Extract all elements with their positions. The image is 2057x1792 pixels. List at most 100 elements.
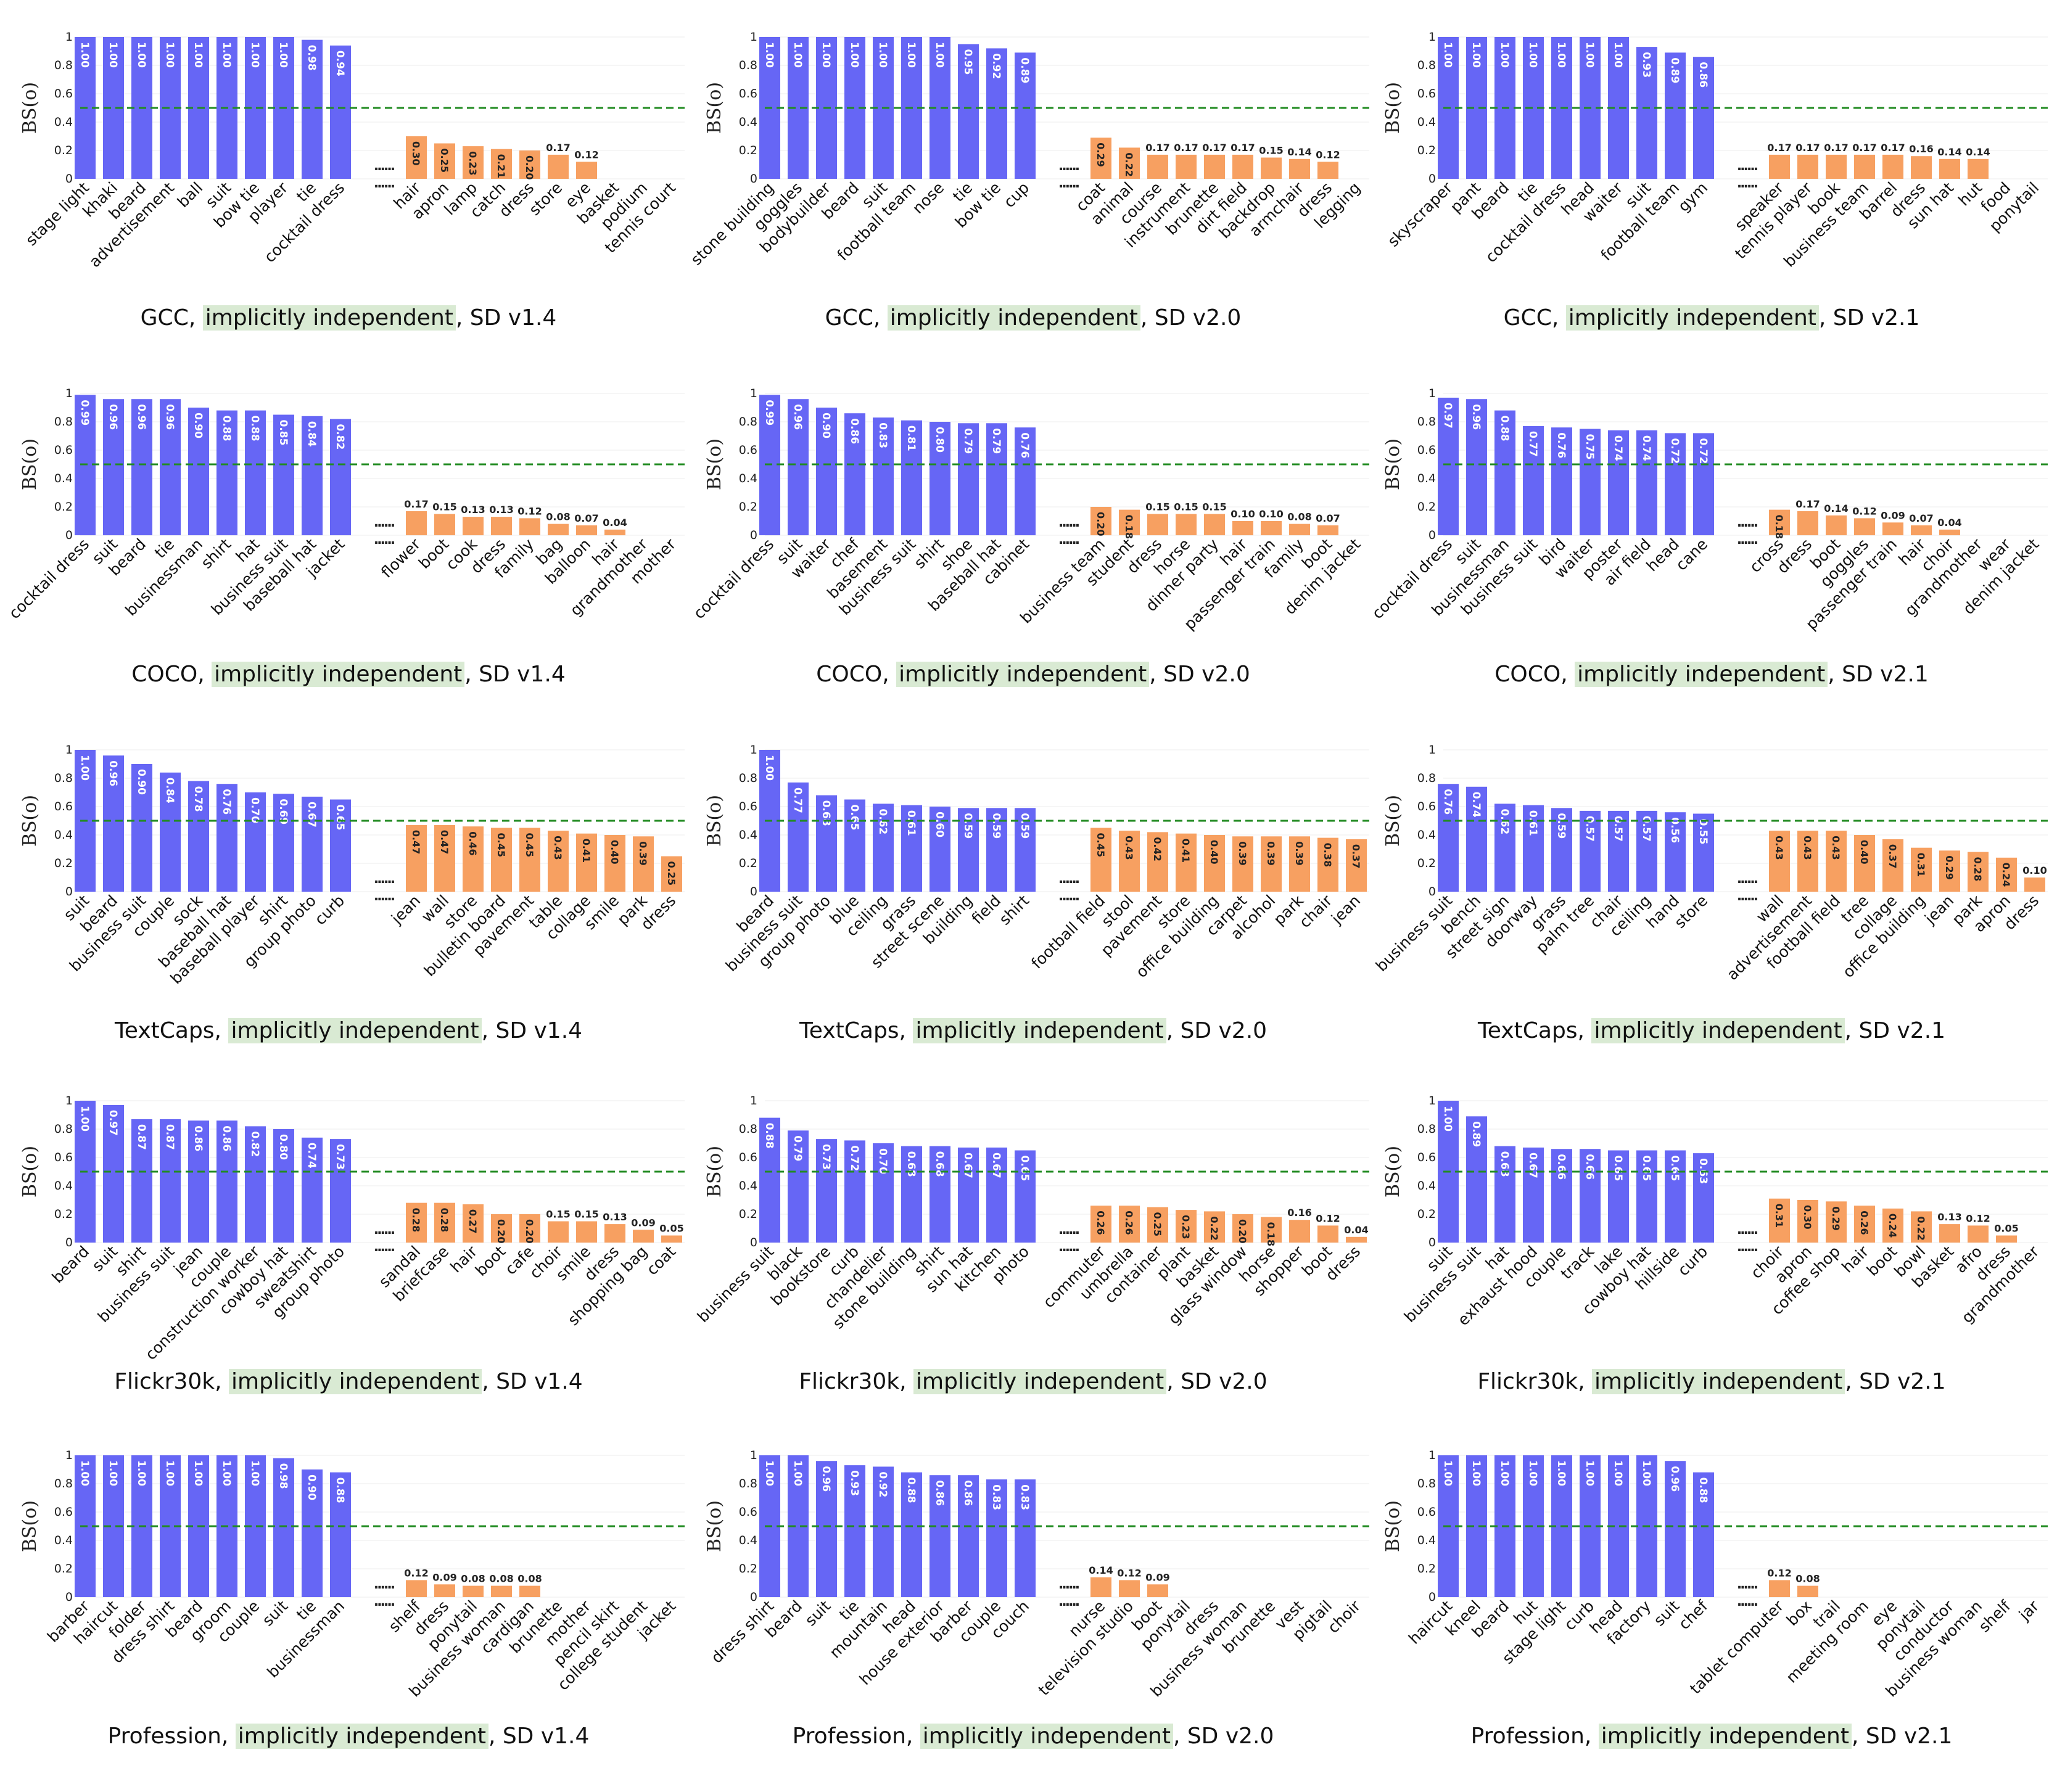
ellipsis-separator: ...... (1737, 871, 1758, 887)
y-tick-label: 0.4 (1417, 472, 1436, 485)
top-bar (844, 413, 865, 535)
top-bar (901, 1146, 922, 1243)
top-value-label: 1.00 (791, 42, 804, 68)
bottom-value-label: 0.42 (1152, 837, 1163, 861)
top-bar (901, 805, 922, 892)
top-value-label: 1.00 (1441, 1106, 1454, 1132)
y-tick-label: 0.2 (739, 1562, 757, 1576)
top-bar (1494, 410, 1515, 535)
bottom-bar (1289, 1220, 1310, 1243)
bottom-bar (576, 1221, 597, 1243)
y-tick-label: 0.8 (739, 415, 757, 429)
top-value-label: 0.80 (933, 427, 946, 453)
top-value-label: 0.86 (962, 1480, 974, 1506)
top-bar (103, 1104, 124, 1243)
ellipsis-separator: ...... (374, 1594, 395, 1609)
bottom-category-label: coat (643, 1243, 679, 1279)
top-value-label: 0.59 (962, 813, 974, 839)
top-value-label: 0.97 (107, 1110, 119, 1136)
ellipsis-separator: ...... (1058, 515, 1079, 530)
top-bar (1665, 812, 1686, 892)
bottom-value-label: 0.47 (439, 830, 450, 854)
y-tick-label: 0.4 (1417, 1534, 1436, 1547)
top-value-label: 1.00 (1583, 42, 1596, 68)
top-bar (160, 1119, 181, 1243)
y-tick-label: 0.6 (739, 443, 757, 457)
bottom-value-label: 0.45 (1095, 833, 1107, 857)
bottom-bar (1261, 521, 1282, 535)
chart-panel: BS(o) 0 0.2 0.4 0.6 0.8 1 1.00 beard 0.97 suit 0.87… (6, 1088, 691, 1437)
bottom-value-label: 0.07 (1316, 512, 1340, 524)
y-tick-label: 0.4 (54, 1534, 73, 1547)
top-value-label: 0.80 (277, 1134, 289, 1160)
top-bar (302, 796, 323, 892)
caption-model: , SD v2.0 (1166, 1369, 1268, 1394)
bottom-bar (1854, 1206, 1875, 1243)
top-bar (1665, 1150, 1686, 1243)
bottom-bar (604, 1224, 625, 1243)
ellipsis-separator: ...... (374, 532, 395, 548)
top-value-label: 1.00 (1583, 1460, 1596, 1486)
panel-caption: GCC, implicitly independent, SD v1.4 (6, 305, 691, 331)
bottom-value-label: 0.29 (1095, 142, 1107, 166)
caption-dataset: GCC, (140, 305, 203, 331)
y-tick-label: 1 (1428, 30, 1436, 44)
top-bar (873, 1143, 894, 1243)
bottom-value-label: 0.40 (1858, 840, 1870, 864)
top-bar (1636, 810, 1657, 892)
bottom-bar (1232, 154, 1253, 179)
top-value-label: 1.00 (78, 42, 91, 68)
top-value-label: 1.00 (820, 42, 832, 68)
top-category-label: business suit (1372, 892, 1456, 976)
chart-panel: BS(o) 0 0.2 0.4 0.6 0.8 1 1.00 suit 0.89 business … (1369, 1088, 2054, 1437)
top-bar (245, 410, 266, 535)
top-value-label: 0.56 (1668, 817, 1681, 843)
top-value-label: 0.72 (1668, 438, 1681, 464)
y-tick-label: 0 (1428, 1236, 1436, 1249)
top-bar (1608, 1150, 1629, 1243)
top-value-label: 0.65 (1668, 1156, 1681, 1182)
bottom-value-label: 0.08 (1795, 1573, 1820, 1585)
top-value-label: 0.98 (305, 45, 318, 71)
bottom-bar (661, 856, 682, 892)
y-tick-label: 0.2 (1417, 1207, 1436, 1221)
top-bar (273, 1458, 294, 1597)
top-value-label: 1.00 (1470, 1460, 1482, 1486)
bottom-value-label: 0.22 (1208, 1216, 1220, 1240)
y-tick-label: 0.6 (1417, 87, 1436, 101)
bottom-value-label: 0.17 (1881, 142, 1905, 154)
bottom-bar (1996, 857, 2017, 892)
top-bar (986, 48, 1007, 179)
bottom-value-label: 0.17 (1795, 142, 1820, 154)
bottom-bar (1769, 154, 1790, 179)
y-tick-label: 1 (750, 743, 757, 757)
bottom-bar (1968, 158, 1989, 179)
y-axis-label: BS(o) (1382, 82, 1404, 134)
top-bar (273, 1129, 294, 1243)
bottom-value-label: 0.26 (1095, 1210, 1107, 1235)
top-bar (1494, 1146, 1515, 1243)
y-axis-label: BS(o) (704, 795, 725, 847)
y-tick-label: 0.4 (739, 472, 757, 485)
bottom-value-label: 0.15 (1259, 145, 1283, 157)
top-value-label: 0.90 (192, 413, 204, 438)
top-bar (788, 399, 809, 535)
ellipsis-separator: ...... (1737, 532, 1758, 548)
y-tick-label: 0.8 (1417, 1477, 1436, 1490)
top-bar (1636, 47, 1657, 179)
top-bar (844, 799, 865, 892)
ellipsis-separator: ...... (1058, 871, 1079, 887)
y-tick-label: 0.2 (739, 1207, 757, 1221)
top-value-label: 0.61 (1527, 810, 1539, 836)
top-value-label: 1.00 (220, 42, 233, 68)
bottom-value-label: 0.09 (631, 1217, 655, 1228)
y-tick-label: 0.8 (1417, 59, 1436, 72)
bottom-bar (1119, 509, 1140, 535)
caption-model: , SD v1.4 (482, 1369, 583, 1394)
top-value-label: 0.74 (1640, 435, 1652, 461)
top-bar (986, 808, 1007, 892)
top-value-label: 0.70 (249, 797, 261, 823)
top-value-label: 0.65 (1018, 1156, 1031, 1182)
top-value-label: 0.88 (334, 1478, 346, 1503)
bottom-value-label: 0.23 (1180, 1215, 1192, 1239)
